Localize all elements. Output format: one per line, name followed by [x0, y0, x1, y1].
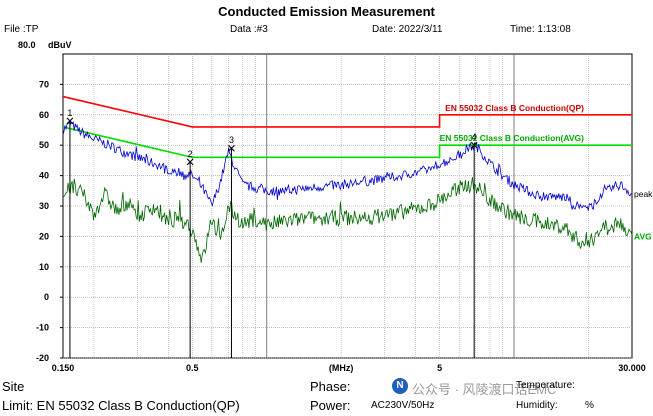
marker-cross — [186, 158, 194, 166]
limit-line-qp — [62, 95, 632, 128]
x-tick-label: 5 — [437, 363, 442, 373]
x-unit-label: (MHz) — [329, 363, 354, 373]
marker-cross — [470, 141, 478, 149]
y-tick-label: 20 — [39, 231, 49, 241]
time-label: Time: 1:13:08 — [510, 24, 571, 35]
file-label: File :TP — [4, 24, 39, 35]
humidity-label: Humidity: — [516, 400, 558, 411]
y-unit-label: dBuV — [48, 40, 72, 50]
series-label-avg: AVG — [634, 231, 652, 241]
series-line-peak — [62, 120, 633, 211]
data-label: Data :#3 — [230, 24, 268, 35]
marker-label: 2 — [188, 149, 193, 159]
watermark-logo: N — [392, 378, 408, 394]
series-label-peak: peak — [634, 189, 653, 199]
y-tick-label: 50 — [39, 140, 49, 150]
y-tick-label: -20 — [36, 353, 49, 363]
watermark-text: 公众号 · 风陵渡口话EMC — [412, 382, 557, 397]
marker-label: 1 — [67, 108, 72, 118]
y-tick-label: 30 — [39, 201, 49, 211]
humidity-value: % — [585, 400, 594, 411]
marker-label: 3 — [229, 135, 234, 145]
temperature-label: Temperature: — [516, 380, 575, 391]
chart-title: Conducted Emission Measurement — [218, 4, 435, 19]
power-label: Power: — [310, 398, 351, 413]
series-line-avg — [62, 177, 633, 263]
marker-cross — [66, 117, 74, 125]
y-tick-label: 10 — [39, 262, 49, 272]
x-tick-label: 0.5 — [186, 363, 199, 373]
y-tick-label: 40 — [39, 171, 49, 181]
marker-cross — [228, 144, 235, 152]
y-tick-label: 70 — [39, 79, 49, 89]
y-tick-label: 0 — [44, 292, 49, 302]
y-tick-label: 60 — [39, 110, 49, 120]
site-label: Site — [2, 379, 25, 394]
limit-label-avg: EN 55032 Class B Conduction(AVG) — [440, 133, 585, 143]
date-label: Date: 2022/3/11 — [372, 24, 443, 35]
x-tick-label: 30.000 — [618, 363, 646, 373]
marker-label: 4 — [472, 132, 477, 142]
y-tick-label: -10 — [36, 323, 49, 333]
x-tick-label: 0.150 — [52, 363, 75, 373]
limit-label-qp: EN 55032 Class B Conduction(QP) — [445, 103, 584, 113]
phase-label: Phase: — [310, 379, 351, 394]
y-top-value: 80.0 — [18, 40, 36, 50]
power-value: AC230V/50Hz — [371, 400, 435, 411]
limit-label: Limit: EN 55032 Class B Conduction(QP) — [2, 398, 240, 413]
limit-line-avg — [62, 126, 632, 159]
